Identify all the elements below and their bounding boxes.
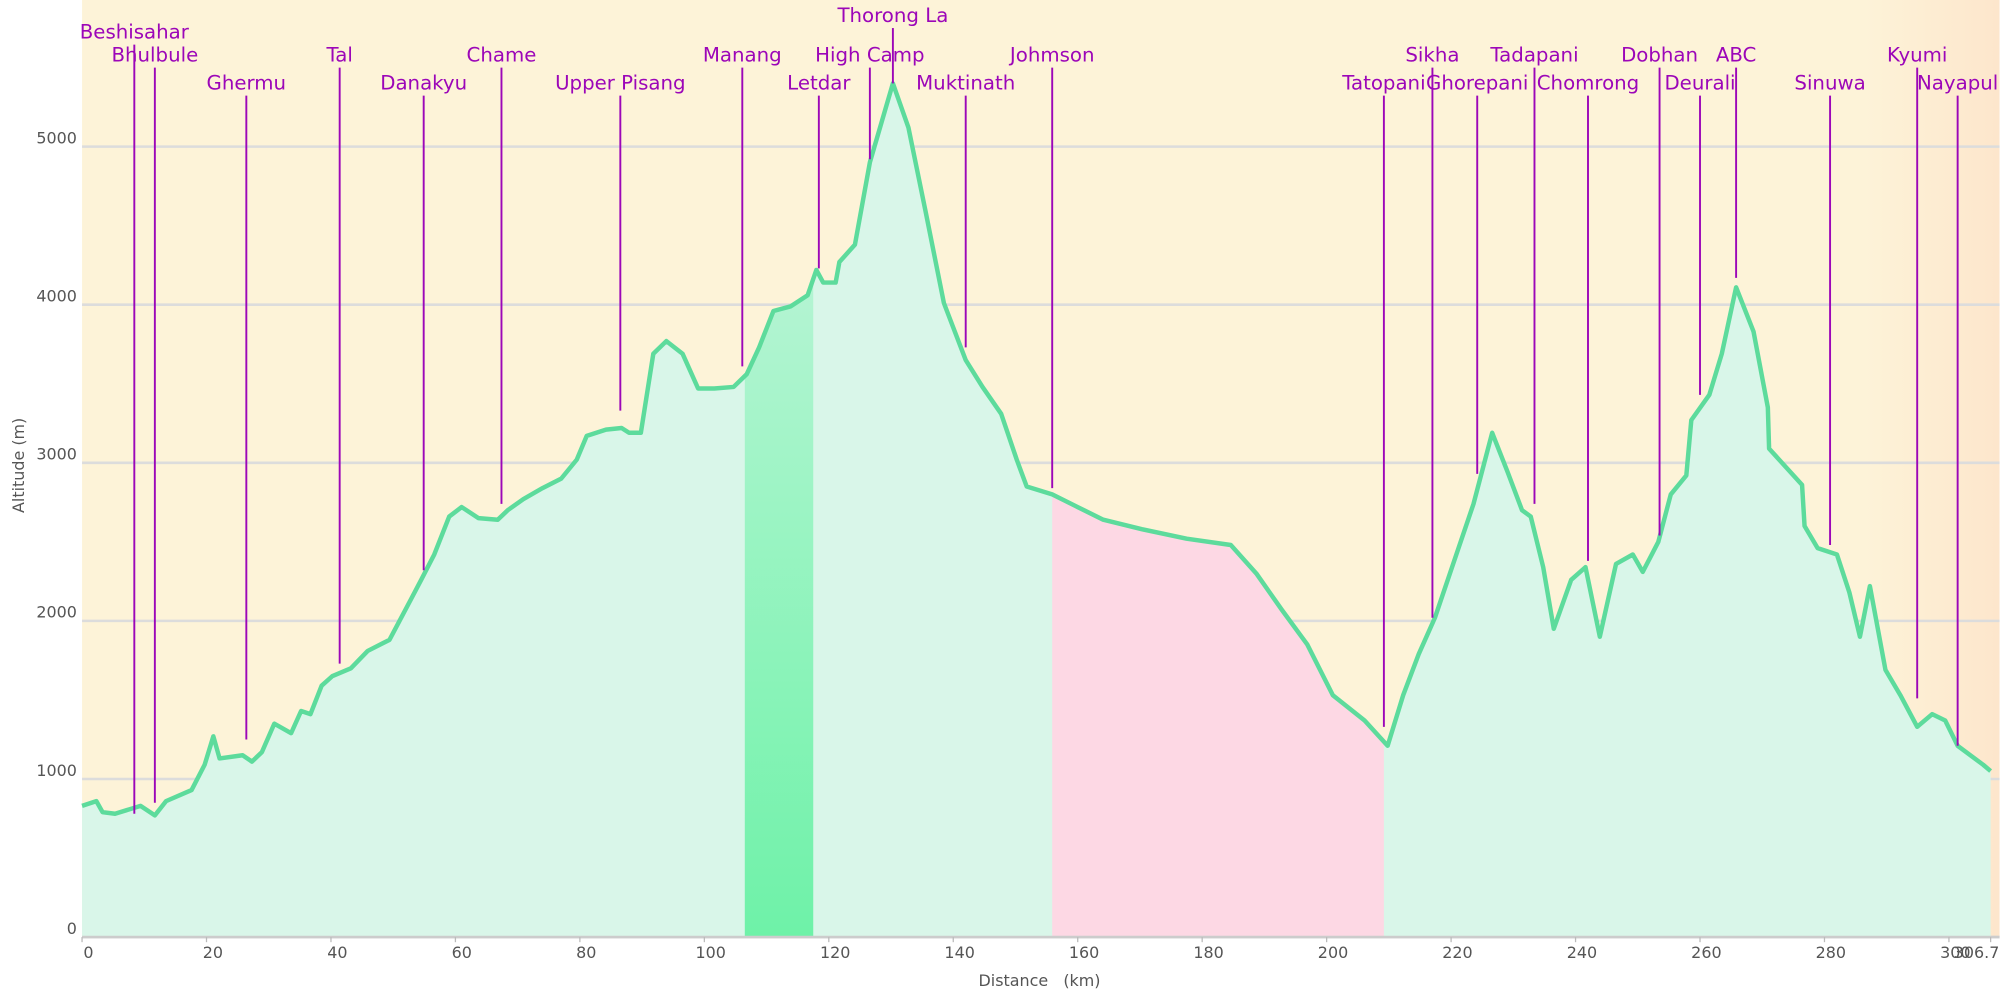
y-tick-label: 3000 — [36, 445, 77, 464]
x-tick-label: 200 — [1318, 943, 1348, 962]
x-tick-label: 80 — [576, 943, 596, 962]
x-tick-label: 180 — [1193, 943, 1223, 962]
y-tick-label: 0 — [67, 919, 77, 938]
landmark-label: Upper Pisang — [555, 72, 686, 95]
x-tick-label: 306.7 — [1954, 943, 2000, 962]
landmark-label: Nayapul — [1917, 72, 1998, 95]
x-tick-label: 100 — [696, 943, 726, 962]
landmark-label: Chame — [467, 44, 537, 67]
landmark-label: Tal — [325, 44, 352, 67]
landmark-label: Tatopani — [1341, 72, 1425, 95]
x-tick-label: 260 — [1691, 943, 1721, 962]
x-tick-label: 140 — [944, 943, 974, 962]
landmark-label: Ghermu — [207, 72, 287, 95]
landmark-label: Sinuwa — [1794, 72, 1865, 95]
landmark-label: Ghorepani — [1426, 72, 1528, 95]
landmark-label: Deurali — [1664, 72, 1735, 95]
x-tick-label: 20 — [203, 943, 223, 962]
landmark-label: Chomrong — [1537, 72, 1639, 95]
landmark-label: Muktinath — [916, 72, 1015, 95]
x-axis-title: Distance (km) — [979, 971, 1101, 990]
x-tick-label: 300 — [1940, 943, 1970, 962]
landmark-label: Tadapani — [1489, 44, 1578, 67]
landmark-label: Kyumi — [1887, 44, 1947, 67]
x-tick-label: 160 — [1069, 943, 1099, 962]
landmark-label: Beshisahar — [80, 21, 190, 44]
landmark-label: ABC — [1716, 44, 1757, 67]
x-tick-label: 280 — [1816, 943, 1846, 962]
y-axis-title: Altitude (m) — [9, 418, 28, 513]
landmark-label: High Camp — [815, 44, 924, 67]
landmark-label: Dobhan — [1621, 44, 1698, 67]
landmark-label: Johmson — [1008, 44, 1095, 67]
area-fill — [82, 83, 1991, 938]
landmark-label: Thorong La — [836, 4, 948, 27]
y-tick-label: 1000 — [36, 761, 77, 780]
landmark-label: Sikha — [1405, 44, 1459, 67]
landmark-label: Letdar — [787, 72, 851, 95]
landmark-label: Danakyu — [380, 72, 467, 95]
y-tick-label: 2000 — [36, 603, 77, 622]
landmark-label: Manang — [703, 44, 782, 67]
y-tick-label: 5000 — [36, 128, 77, 147]
x-tick-label: 60 — [452, 943, 472, 962]
landmark-label: Bhulbule — [111, 44, 198, 67]
x-tick-label: 40 — [327, 943, 347, 962]
x-tick-label: 220 — [1442, 943, 1472, 962]
y-tick-label: 4000 — [36, 287, 77, 306]
x-tick-label: 120 — [820, 943, 850, 962]
x-tick-label: 240 — [1567, 943, 1597, 962]
x-tick-label: 0 — [83, 943, 93, 962]
profile-line — [81, 81, 1993, 818]
